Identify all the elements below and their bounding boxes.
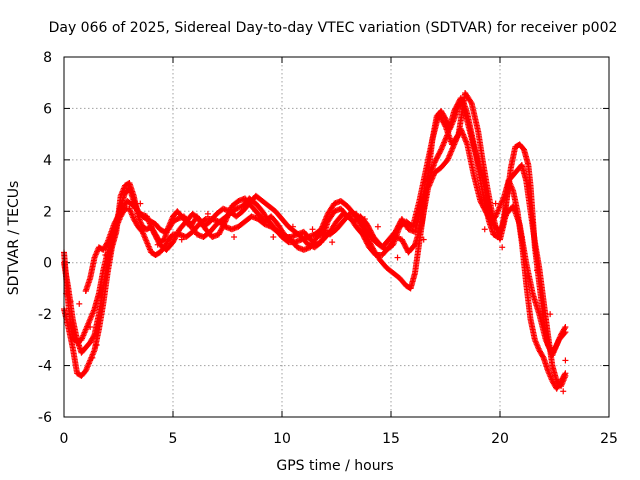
data-point [270, 234, 277, 240]
y-axis-label: SDTVAR / TECUs [6, 181, 22, 296]
x-tick-label: 25 [600, 431, 618, 447]
y-tick-label: 4 [43, 153, 52, 169]
x-tick-label: 0 [60, 431, 69, 447]
chart-title: Day 066 of 2025, Sidereal Day-to-day VTE… [49, 20, 618, 36]
data-point [562, 324, 569, 330]
y-tick-label: -4 [38, 359, 52, 375]
data-point [481, 226, 488, 233]
data-point [329, 239, 336, 246]
y-tick-label: 0 [43, 256, 52, 272]
data-point [560, 388, 567, 395]
data-point [82, 288, 89, 294]
y-tick-label: 8 [43, 50, 52, 66]
y-tick-label: 2 [43, 204, 52, 220]
x-tick-label: 20 [491, 431, 509, 447]
data-points [61, 90, 569, 395]
data-point [204, 210, 211, 217]
x-tick-label: 15 [382, 431, 400, 447]
y-tick-label: -6 [38, 410, 52, 426]
data-point [374, 223, 381, 230]
x-tick-label: 5 [169, 431, 178, 447]
data-point [231, 234, 238, 240]
data-point [309, 226, 316, 233]
x-axis-label: GPS time / hours [276, 458, 393, 474]
data-point [562, 357, 569, 364]
y-tick-label: 6 [43, 101, 52, 117]
data-point [394, 254, 401, 261]
tick-labels: 0 5 10 15 20 25 -6 -4 -2 0 2 4 6 8 [38, 50, 618, 447]
x-tick-label: 10 [273, 431, 291, 447]
y-tick-label: -2 [38, 307, 52, 323]
data-point [76, 300, 83, 307]
